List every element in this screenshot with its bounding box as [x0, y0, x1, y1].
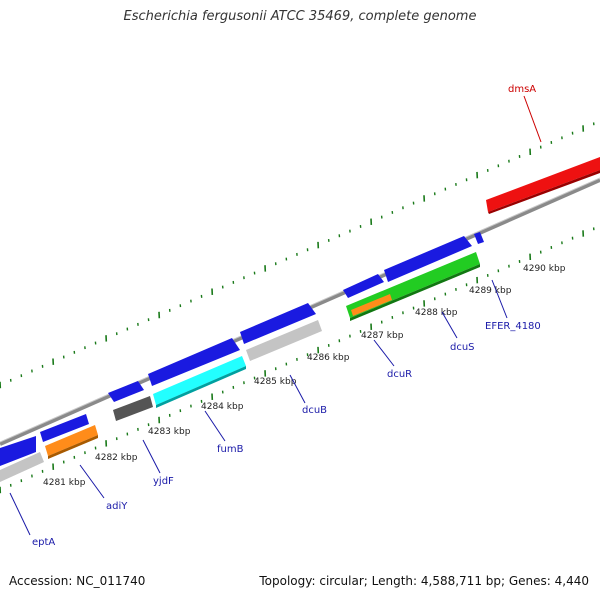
gene-label-adiY[interactable]: adiY: [106, 501, 128, 512]
scale-label-4283: 4283 kbp: [148, 427, 191, 437]
scale-label-4282: 4282 kbp: [95, 453, 138, 463]
orange-feature-1[interactable]: [45, 425, 98, 456]
gene-label-yjdF[interactable]: yjdF: [153, 476, 174, 487]
gene-arrows: [0, 232, 484, 466]
gene-leader-lines: [9, 279, 508, 536]
orange-feature-1-shadow: [48, 435, 98, 459]
scale-label-4289: 4289 kbp: [469, 286, 512, 296]
gene-label-dcuB[interactable]: dcuB: [302, 405, 327, 416]
gene-arrow-fumB[interactable]: [148, 338, 240, 386]
gene-arrow-dcuB[interactable]: [240, 303, 316, 344]
feature-track-upper: [486, 157, 600, 214]
gene-arrow-dcuS[interactable]: [384, 236, 472, 282]
grey-feature-1[interactable]: [0, 452, 44, 482]
gene-arrow-EFER_4180[interactable]: [474, 232, 484, 244]
scale-label-4288: 4288 kbp: [415, 308, 458, 318]
dmsA-feature-shadow: [488, 170, 600, 214]
genome-title: Escherichia fergusonii ATCC 35469, compl…: [123, 9, 477, 24]
scale-label-4287: 4287 kbp: [361, 331, 404, 341]
gene-arrow-adiY[interactable]: [40, 414, 89, 442]
green-feature-shadow: [350, 264, 480, 321]
gene-label-fumB[interactable]: fumB: [217, 444, 244, 455]
leader-eptA: [9, 492, 31, 536]
gene-label-dmsA[interactable]: dmsA: [508, 84, 536, 95]
cyan-feature-shadow: [156, 366, 246, 408]
scale-label-4290: 4290 kbp: [523, 264, 566, 274]
lightgrey-feature[interactable]: [246, 320, 322, 361]
leader-dcuR: [373, 339, 395, 367]
leader-adiY: [79, 464, 105, 499]
darkgrey-feature[interactable]: [113, 396, 153, 421]
leader-dcuS: [441, 311, 458, 339]
feature-bars: [0, 252, 480, 482]
gene-arrow-eptA[interactable]: [0, 436, 36, 466]
leader-dcuB: [289, 374, 306, 404]
orange-feature-2[interactable]: [351, 294, 392, 316]
gene-labels: eptA adiY yjdF fumB dcuB dcuR dcuS EFER_…: [32, 321, 541, 548]
gene-arrow-dcuR[interactable]: [343, 274, 384, 298]
scale-label-4284: 4284 kbp: [201, 402, 244, 412]
scale-label-4281: 4281 kbp: [43, 478, 86, 488]
leader-fumB: [204, 410, 226, 442]
scale-tick-row: [0, 227, 595, 494]
leader-EFER_4180: [491, 279, 508, 319]
gene-arrow-yjdF[interactable]: [108, 381, 144, 402]
scale-labels: 4281 kbp 4282 kbp 4283 kbp 4284 kbp 4285…: [43, 264, 566, 488]
scale-label-4285: 4285 kbp: [254, 377, 297, 387]
scale-label-4286: 4286 kbp: [307, 353, 350, 363]
gene-label-dcuR[interactable]: dcuR: [387, 369, 412, 380]
outer-tick-row: [0, 122, 595, 389]
dmsA-feature-bar[interactable]: [486, 157, 600, 212]
cyan-feature[interactable]: [153, 356, 246, 405]
gene-label-EFER_4180[interactable]: EFER_4180: [485, 321, 541, 332]
gene-label-dcuS[interactable]: dcuS: [450, 342, 475, 353]
genome-summary-text: Topology: circular; Length: 4,588,711 bp…: [259, 574, 589, 588]
leader-yjdF: [142, 439, 161, 474]
accession-text: Accession: NC_011740: [9, 574, 146, 588]
leader-dmsA: [523, 95, 542, 143]
gene-label-eptA[interactable]: eptA: [32, 537, 55, 548]
